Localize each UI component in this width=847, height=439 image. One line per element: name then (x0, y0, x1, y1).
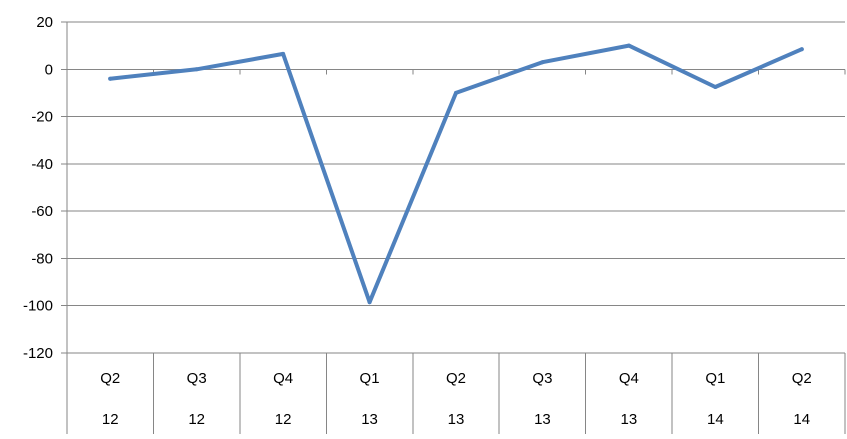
y-tick-label: -120 (23, 345, 53, 362)
x-category-label-quarter: Q4 (619, 370, 639, 387)
x-category-label-quarter: Q2 (446, 370, 466, 387)
x-category-label-year: 14 (793, 411, 810, 428)
data-point (281, 51, 286, 56)
y-tick-label: -80 (31, 250, 53, 267)
series-line (108, 43, 804, 305)
x-category-label-quarter: Q3 (532, 370, 552, 387)
x-category-label-year: 13 (534, 411, 551, 428)
y-tick-labels: 20 0 -20 -40 -60 -80 -100 -120 (23, 14, 53, 362)
x-category-label-quarter: Q2 (792, 370, 812, 387)
x-category-label-year: 13 (361, 411, 378, 428)
series (108, 43, 804, 305)
y-tick-label: -40 (31, 156, 53, 173)
axes (61, 21, 846, 434)
data-point (367, 300, 372, 305)
data-point (713, 85, 718, 90)
x-category-label-quarter: Q4 (273, 370, 293, 387)
x-category-label-quarter: Q1 (705, 370, 725, 387)
data-point (108, 76, 113, 81)
x-category-label-year: 13 (448, 411, 465, 428)
x-category-labels: Q2 12 Q3 12 Q4 12 Q1 13 Q2 13 Q3 13 Q4 13 Q1 14 Q2 14 (100, 370, 812, 428)
y-tick-label: -100 (23, 298, 53, 315)
y-tick-label: -20 (31, 109, 53, 126)
x-category-label-year: 12 (188, 411, 205, 428)
y-tick-label: 0 (45, 61, 53, 78)
y-tick-label: -60 (31, 203, 53, 220)
x-category-label-quarter: Q3 (187, 370, 207, 387)
x-category-label-quarter: Q2 (100, 370, 120, 387)
x-category-label-quarter: Q1 (360, 370, 380, 387)
data-point (454, 90, 458, 95)
data-point (626, 43, 631, 48)
data-point (194, 67, 199, 72)
x-category-label-year: 12 (275, 411, 292, 428)
data-point (540, 60, 545, 65)
x-category-label-year: 12 (102, 411, 119, 428)
x-category-label-year: 14 (707, 411, 724, 428)
x-category-label-year: 13 (621, 411, 638, 428)
y-tick-label: 20 (36, 14, 53, 31)
data-point (799, 47, 804, 52)
